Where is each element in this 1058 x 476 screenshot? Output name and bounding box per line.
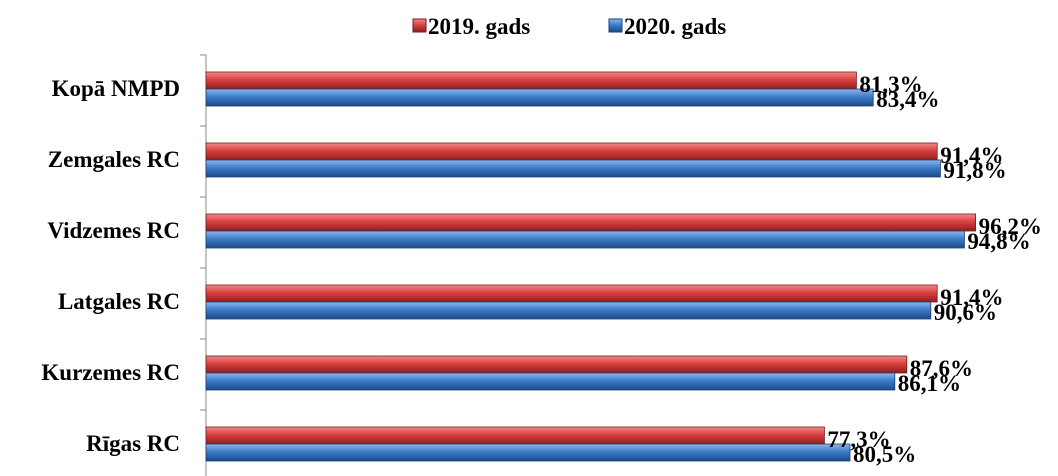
bar-2019 — [205, 355, 908, 374]
legend-label-2019: 2019. gads — [428, 14, 530, 39]
data-label-2019: 87,6% — [910, 356, 973, 381]
bar-2020 — [205, 159, 941, 178]
bar-2020 — [205, 301, 932, 320]
data-label-2019: 96,2% — [979, 214, 1042, 239]
bar-2019 — [205, 284, 938, 303]
legend-swatch-2020 — [608, 18, 623, 33]
data-label-2020: 83,4% — [876, 87, 939, 112]
data-label-2019: 91,4% — [940, 285, 1003, 310]
legend-item-2020: 2020. gads — [608, 14, 726, 39]
category-labels: Kopā NMPD Zemgales RC Vidzemes RC Latgales … — [41, 76, 180, 456]
bar-2020 — [205, 443, 851, 462]
data-labels: 81,3%83,4%91,4%91,8%96,2%94,8%91,4%90,6%… — [827, 72, 1041, 467]
data-label-2020: 91,8% — [943, 158, 1006, 183]
category-label: Zemgales RC — [48, 147, 180, 172]
bar-2020 — [205, 372, 896, 391]
legend: 2019. gads 2020. gads — [412, 14, 726, 39]
data-label-2019: 77,3% — [827, 427, 890, 452]
category-label: Kurzemes RC — [41, 360, 180, 385]
legend-label-2020: 2020. gads — [624, 14, 726, 39]
category-axis — [200, 54, 207, 476]
bar-2020 — [205, 88, 874, 107]
data-label-2020: 94,8% — [967, 229, 1030, 254]
bar-2019 — [205, 213, 976, 232]
category-label: Rīgas RC — [86, 431, 180, 456]
category-label: Latgales RC — [58, 289, 180, 314]
bars — [205, 71, 976, 462]
data-label-2020: 90,6% — [934, 300, 997, 325]
legend-item-2019: 2019. gads — [412, 14, 530, 39]
bar-2019 — [205, 71, 857, 90]
data-label-2020: 80,5% — [853, 442, 916, 467]
bar-2020 — [205, 230, 965, 249]
data-label-2019: 91,4% — [940, 143, 1003, 168]
data-label-2019: 81,3% — [859, 72, 922, 97]
data-label-2020: 86,1% — [898, 371, 961, 396]
legend-swatch-2019 — [412, 18, 427, 33]
category-label: Vidzemes RC — [47, 218, 180, 243]
category-label: Kopā NMPD — [52, 76, 180, 101]
bar-2019 — [205, 426, 825, 445]
bar-2019 — [205, 142, 938, 161]
